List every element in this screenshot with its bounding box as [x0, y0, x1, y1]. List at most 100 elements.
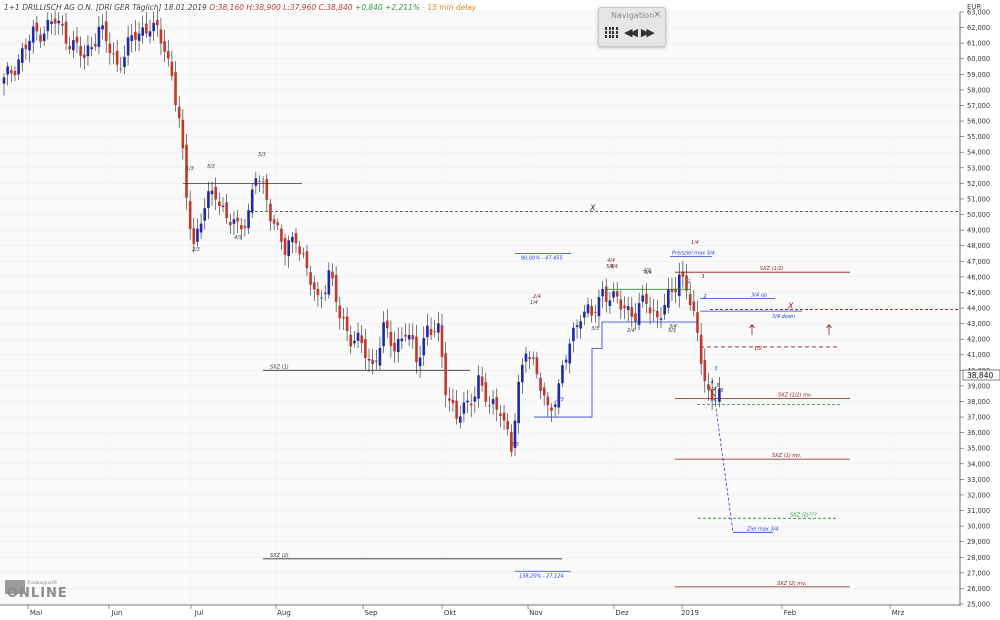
candle-body	[323, 292, 327, 294]
candle-body	[192, 228, 196, 245]
candle-body	[28, 40, 31, 51]
level-label: 3/4 up	[751, 293, 767, 299]
x-tick-label: Feb	[784, 609, 797, 617]
level-label: SXZ (1/2)	[760, 266, 784, 272]
candle-body	[506, 421, 509, 430]
y-tick-label: 27,000	[967, 569, 990, 577]
wave-count-label: 2/4	[533, 294, 541, 300]
candle-body	[331, 271, 334, 279]
candle-body	[2, 77, 6, 84]
candle-body	[218, 201, 221, 207]
grid-icon[interactable]	[605, 27, 618, 38]
candle-body	[499, 413, 502, 416]
delay-note: - 15 min delay	[422, 3, 477, 12]
candle-body	[659, 318, 663, 320]
projected-target-path	[713, 393, 734, 533]
candle-body	[203, 208, 207, 221]
up-arrow-marker	[749, 324, 755, 335]
candle-body	[685, 275, 688, 291]
wave-count-label: 5/3	[258, 152, 266, 158]
tradesignal-logo: Tradesignal® ONLINE	[5, 580, 67, 602]
wave-count-label: 5/4	[610, 264, 618, 270]
candle-body	[130, 35, 134, 41]
candle-body	[458, 416, 462, 423]
instrument-title: 1+1 DRILLISCH AG O.N. [DRI GER Täglich] …	[4, 3, 207, 12]
candle-body	[86, 45, 90, 57]
horizontal-levels: SXZ (1/2) SXZ (1/2) mv. SXZ (1) mv. SXZ (2)…	[250, 203, 960, 588]
candle-body	[382, 322, 385, 347]
candle-body	[141, 27, 144, 36]
close-icon[interactable]: ×	[653, 10, 661, 20]
candle-body	[24, 44, 28, 49]
candle-body	[572, 327, 575, 342]
candle-body	[119, 68, 123, 70]
candle-body	[126, 37, 130, 56]
candle-body	[535, 357, 539, 375]
candle-body	[466, 400, 469, 403]
candle-body	[17, 59, 20, 75]
candle-body	[641, 295, 645, 302]
candle-body	[221, 205, 225, 207]
candle-body	[495, 397, 499, 410]
y-tick-label: 61,000	[967, 40, 990, 48]
candle-body	[586, 304, 590, 314]
candle-body	[375, 360, 378, 362]
candle-body	[601, 288, 604, 297]
candle-body	[692, 301, 696, 311]
fast-forward-icon[interactable]: ▶▶	[640, 26, 655, 39]
candle-body	[480, 376, 484, 386]
wave-count-label: 4/4	[644, 270, 652, 276]
candle-body	[57, 20, 61, 24]
wave-count-label: 1/4	[691, 240, 699, 246]
candle-body	[210, 190, 214, 195]
candle-body	[550, 407, 553, 411]
instrument-info: 1+1 DRILLISCH AG O.N. [DRI GER Täglich] …	[4, 3, 476, 12]
candle-body	[243, 225, 247, 228]
candle-body	[185, 144, 188, 198]
candle-body	[156, 20, 159, 26]
candle-body	[645, 293, 648, 304]
x-tick-label: Mai	[30, 609, 42, 617]
wave-count-label: 3	[714, 366, 717, 372]
rewind-icon[interactable]: ◀◀	[624, 26, 638, 39]
candle-body	[356, 332, 360, 341]
candle-body	[703, 360, 707, 382]
x-tick-label: Sep	[364, 609, 378, 617]
candle-body	[510, 431, 513, 452]
candle-body	[553, 404, 557, 407]
wave-count-label: 5/3	[668, 328, 676, 334]
candle-body	[568, 343, 572, 364]
candle-body	[579, 321, 582, 329]
candle-body	[83, 54, 86, 59]
candle-body	[521, 364, 524, 383]
last-price-marker: 38,840	[962, 369, 1000, 381]
candle-body	[287, 240, 290, 257]
candle-body	[229, 221, 232, 226]
candlesticks	[2, 8, 721, 457]
candle-body	[415, 336, 418, 363]
wave-count-label: 5/4	[708, 387, 716, 393]
candle-body	[294, 233, 298, 244]
y-tick-label: 52,000	[967, 180, 990, 188]
up-arrow-marker	[826, 324, 832, 335]
level-label: SXZ (1/2) mv.	[778, 392, 812, 398]
candle-body	[53, 18, 57, 24]
candle-body	[97, 26, 101, 47]
wave-count-label: 5/4	[606, 264, 614, 270]
x-axis: Mai Jun Jul Aug Sep Okt Nov Dez 2019 Feb Mrz	[0, 604, 960, 617]
candle-body	[239, 225, 243, 230]
wave-count-label: 2/3	[192, 247, 200, 253]
candle-body	[437, 323, 440, 333]
y-tick-label: 53,000	[967, 164, 990, 172]
navigation-panel[interactable]: Navigation × ◀◀ ▶▶	[598, 7, 666, 47]
candle-body	[429, 328, 433, 335]
level-label: 138,20% - 27,124	[519, 573, 564, 579]
candle-body	[247, 210, 250, 229]
candle-body	[670, 289, 674, 292]
candle-body	[309, 272, 312, 285]
x-tick-label: Mrz	[892, 609, 905, 617]
candle-body	[462, 402, 466, 414]
candle-body	[575, 325, 579, 328]
candle-body	[367, 359, 371, 361]
